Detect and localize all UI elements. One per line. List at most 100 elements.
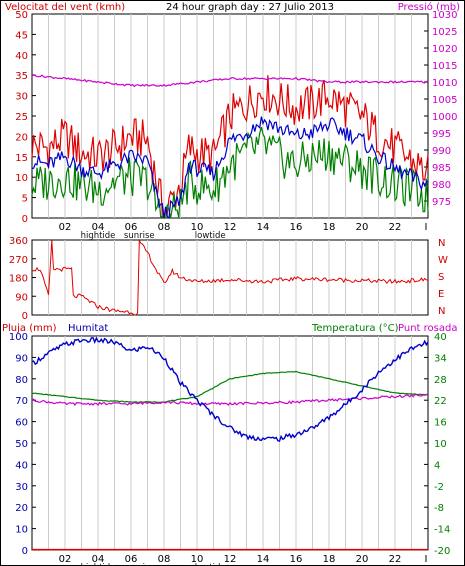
wind-gust-line [31,75,429,220]
temperature-label: Temperatura (°C) [311,323,399,334]
event-mark-sunrise: sunrise [124,563,155,566]
temperature-line [31,370,429,403]
dewpoint-line [31,393,429,406]
y-tick-label: 30 [15,92,28,103]
y2-tick-label: 1030 [432,10,457,21]
direction-label: E [438,289,444,300]
x-tick-label: 02 [59,554,72,565]
temp-tick-label: -2 [434,482,444,493]
event-mark-lowtide: lowtide [195,231,226,241]
wind-avg-line [31,116,429,220]
direction-label: N [438,238,445,249]
y2-tick-label: 1010 [432,78,457,89]
x-tick-label: 20 [356,554,369,565]
temp-tick-label: 40 [434,332,447,343]
hum-tick-label: 40 [15,460,28,471]
x-tick-label: 14 [257,222,270,233]
wind-direction-line [31,238,429,316]
x-tick-label: 12 [224,554,237,565]
y2-tick-label: 990 [432,146,451,157]
x-tick-label: 18 [323,554,336,565]
temp-tick-label: 34 [434,353,447,364]
x-tick-label: 22 [389,222,402,233]
pressure-label: Pressió (mb) [398,1,460,13]
x-tick-label: 06 [125,222,138,233]
y2-tick-label: 985 [432,163,451,174]
dir-tick-label: 0 [22,311,28,322]
temp-tick-label: 10 [434,439,447,450]
rain-label: Pluja (mm) [2,323,57,334]
x-tick-label: 04 [92,222,105,233]
direction-label: W [438,255,448,266]
hum-tick-label: 20 [15,503,28,514]
pressure-line [31,74,429,88]
y2-tick-label: 1000 [432,112,457,123]
hum-tick-label: 80 [15,375,28,386]
y-tick-label: 25 [15,112,28,123]
x-tick-label: I [425,222,428,233]
x-tick-label: 10 [191,222,204,233]
chart-title: 24 hour graph day : 27 Julio 2013 [166,2,334,13]
x-tick-label: 12 [224,222,237,233]
x-tick-label: I [425,554,428,565]
y-tick-label: 45 [15,30,28,41]
y2-tick-label: 995 [432,129,451,140]
x-tick-label: 14 [257,554,270,565]
x-tick-label: 04 [92,554,105,565]
y-tick-label: 0 [22,214,28,225]
dewpoint-label: Punt rosada [398,323,457,334]
temp-tick-label: 16 [434,418,447,429]
x-tick-label: 18 [323,222,336,233]
event-mark-hightide: hightide [81,563,116,566]
dir-tick-label: 180 [9,274,28,285]
hum-tick-label: 50 [15,439,28,450]
hum-tick-label: 10 [15,525,28,536]
y2-tick-label: 1025 [432,27,457,38]
y-tick-label: 35 [15,71,28,82]
hum-tick-label: 90 [15,353,28,364]
hum-tick-label: 100 [9,332,28,343]
humidity-label: Humitat [68,323,108,334]
temp-tick-label: 4 [434,460,440,471]
y2-tick-label: 975 [432,197,451,208]
event-mark-lowtide: lowtide [195,563,226,566]
humidity-line [31,336,429,442]
x-tick-label: 06 [125,554,138,565]
temp-tick-label: -20 [434,546,450,557]
y2-tick-label: 1015 [432,61,457,72]
wind-speed-label: Velocitat del vent (kmh) [5,2,125,13]
temp-tick-label: -14 [434,525,450,536]
y2-tick-label: 1005 [432,95,457,106]
hum-tick-label: 30 [15,482,28,493]
x-tick-label: 08 [158,554,171,565]
y2-tick-label: 980 [432,180,451,191]
y-tick-label: 50 [15,10,28,21]
x-tick-label: 22 [389,554,402,565]
x-tick-label: 02 [59,222,72,233]
dir-tick-label: 360 [9,236,28,247]
y2-tick-label: 1020 [432,44,457,55]
x-tick-label: 08 [158,222,171,233]
direction-label: S [438,272,444,283]
y-tick-label: 5 [22,194,28,205]
temp-tick-label: 22 [434,396,447,407]
dir-tick-label: 270 [9,255,28,266]
dir-tick-label: 90 [15,292,28,303]
hum-tick-label: 0 [22,546,28,557]
y-tick-label: 10 [15,173,28,184]
event-mark-hightide: hightide [81,231,116,241]
wind-min-line [31,126,429,219]
event-mark-sunrise: sunrise [124,231,155,241]
y-tick-label: 40 [15,51,28,62]
x-tick-label: 20 [356,222,369,233]
hum-tick-label: 60 [15,418,28,429]
y-tick-label: 15 [15,153,28,164]
temp-tick-label: 28 [434,375,447,386]
x-tick-label: 16 [290,222,303,233]
temp-tick-label: -8 [434,503,444,514]
direction-label: N [438,306,445,317]
y-tick-label: 20 [15,132,28,143]
x-tick-label: 16 [290,554,303,565]
